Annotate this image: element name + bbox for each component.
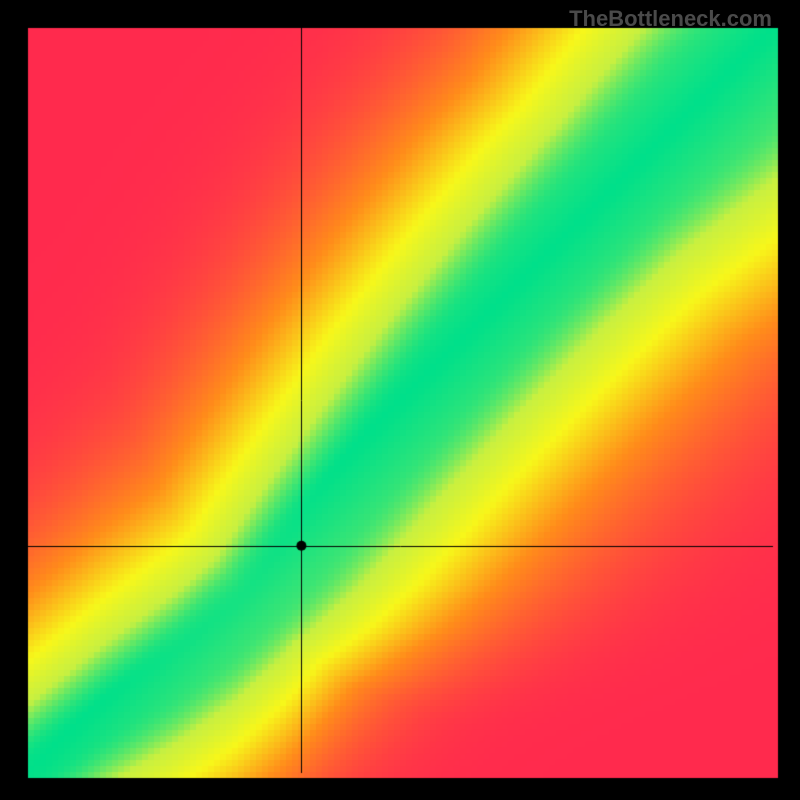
bottleneck-heatmap-canvas xyxy=(0,0,800,800)
watermark-text: TheBottleneck.com xyxy=(569,6,772,32)
chart-container: TheBottleneck.com xyxy=(0,0,800,800)
